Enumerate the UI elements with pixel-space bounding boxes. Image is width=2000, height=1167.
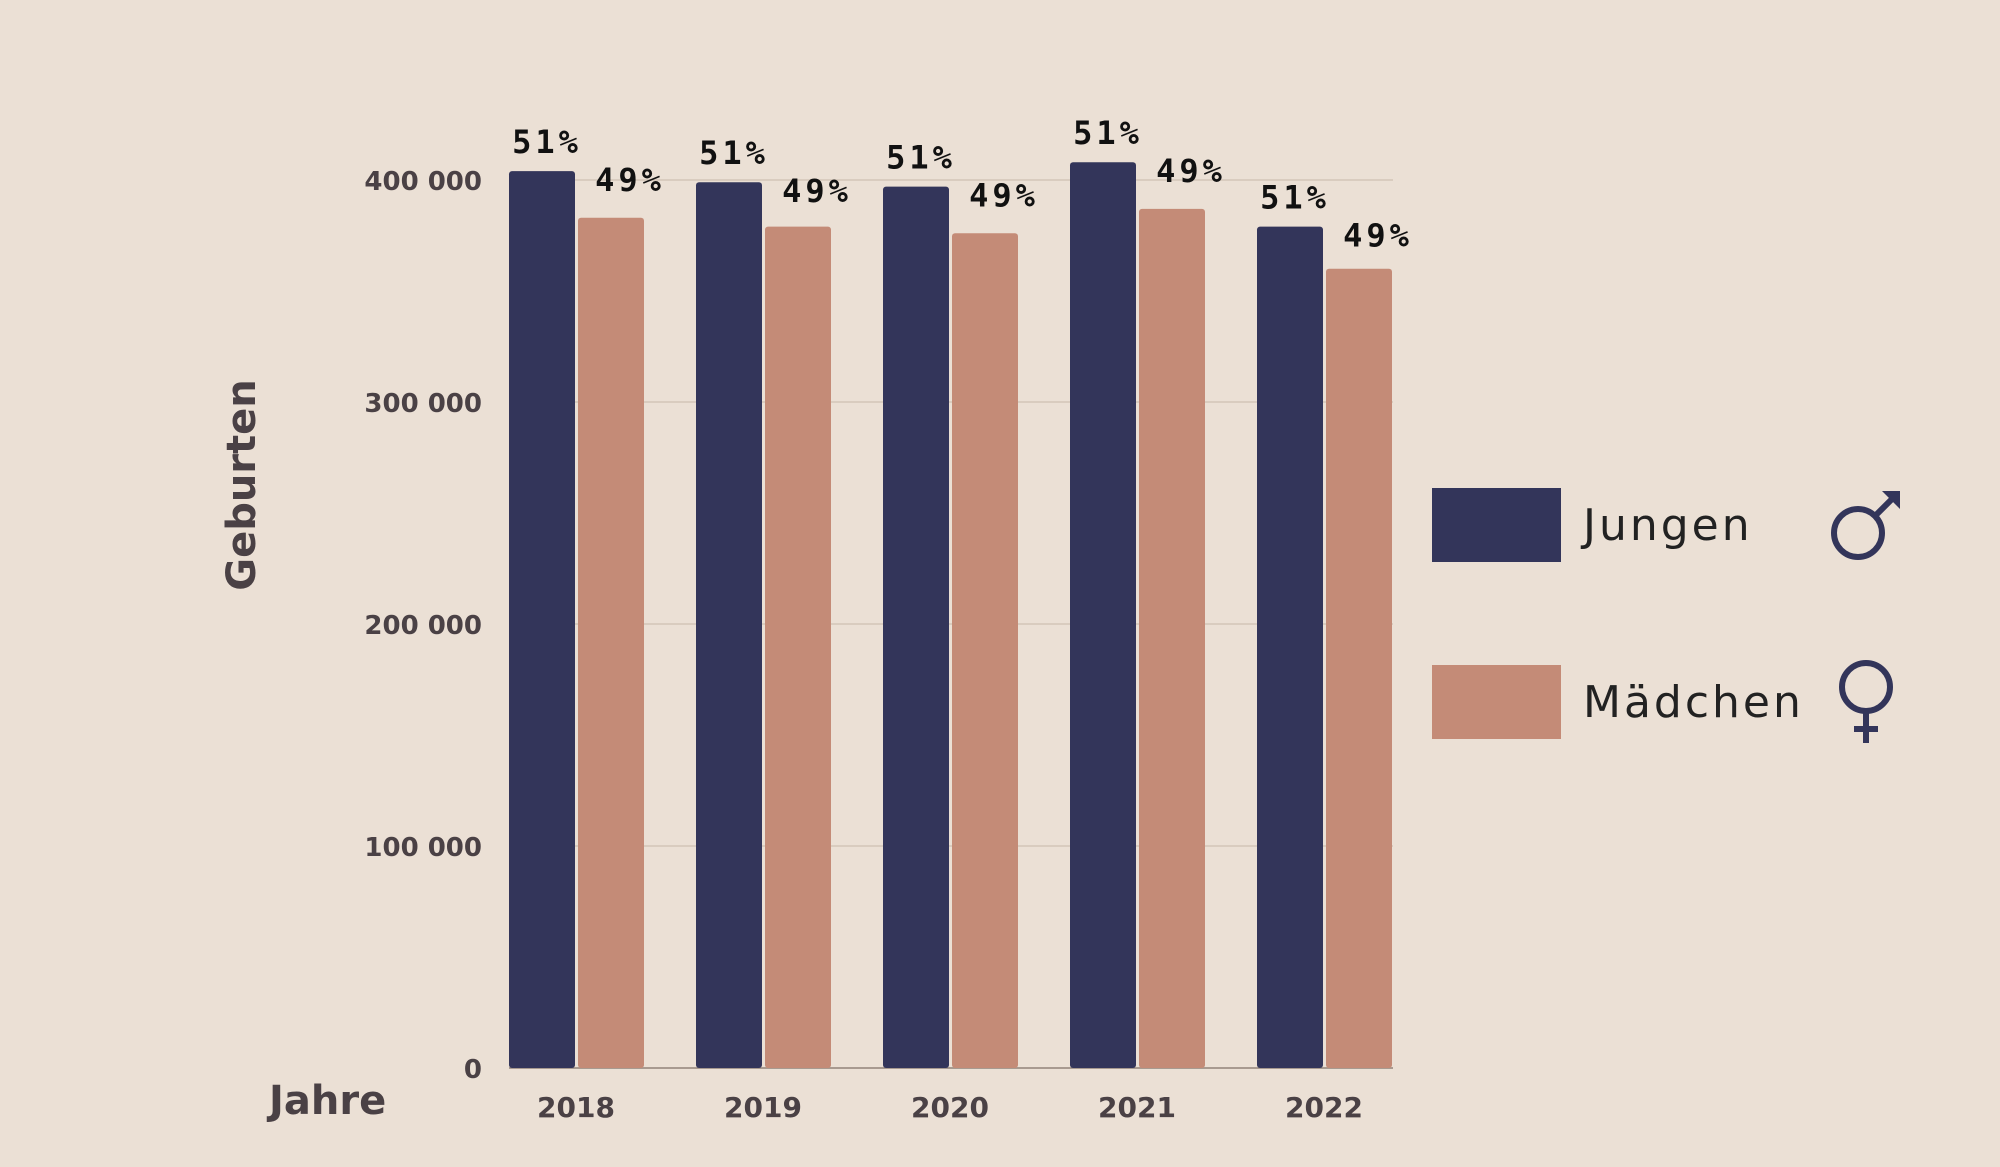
data-label: 49%	[1343, 217, 1413, 255]
data-label: 49%	[782, 172, 852, 210]
bar-jungen-2019	[696, 182, 762, 1069]
data-label: 51%	[699, 134, 769, 172]
y-tick-label: 400 000	[364, 167, 482, 197]
x-tick-label: 2020	[911, 1091, 989, 1124]
female-symbol-icon	[1839, 660, 1893, 743]
legend-item-maedchen: Mädchen	[1432, 657, 1906, 747]
bar-mädchen-2020	[952, 233, 1018, 1068]
bar-mädchen-2021	[1139, 208, 1205, 1069]
legend-swatch-jungen	[1432, 488, 1561, 562]
x-tick-label: 2018	[537, 1091, 615, 1124]
bar-jungen-2022	[1257, 226, 1323, 1068]
x-tick-label: 2022	[1285, 1091, 1363, 1124]
legend-item-jungen: Jungen	[1432, 485, 1906, 565]
data-label: 49%	[595, 161, 665, 199]
data-label: 51%	[1260, 179, 1330, 217]
data-label: 51%	[886, 139, 956, 177]
y-tick-label: 300 000	[364, 389, 482, 419]
bar-jungen-2018	[509, 171, 575, 1068]
y-tick-label: 0	[464, 1055, 482, 1085]
data-label: 49%	[1156, 152, 1226, 190]
data-label: 51%	[512, 123, 582, 161]
legend-swatch-maedchen	[1432, 665, 1561, 739]
bar-jungen-2020	[883, 186, 949, 1068]
bar-mädchen-2022	[1326, 268, 1392, 1068]
x-axis-title: Jahre	[266, 1078, 386, 1124]
bar-jungen-2021	[1070, 162, 1136, 1069]
y-axis-title: Geburten	[219, 379, 265, 591]
x-tick-label: 2019	[724, 1091, 802, 1124]
legend-label-maedchen: Mädchen	[1583, 676, 1804, 728]
data-label: 51%	[1073, 114, 1143, 152]
y-tick-label: 100 000	[364, 833, 482, 863]
bar-mädchen-2018	[578, 217, 644, 1069]
data-label: 49%	[969, 177, 1039, 215]
legend-label-jungen: Jungen	[1583, 499, 1753, 551]
x-tick-label: 2021	[1098, 1091, 1176, 1124]
bar-mädchen-2019	[765, 226, 831, 1068]
male-symbol-icon	[1831, 491, 1900, 560]
y-tick-label: 200 000	[364, 611, 482, 641]
